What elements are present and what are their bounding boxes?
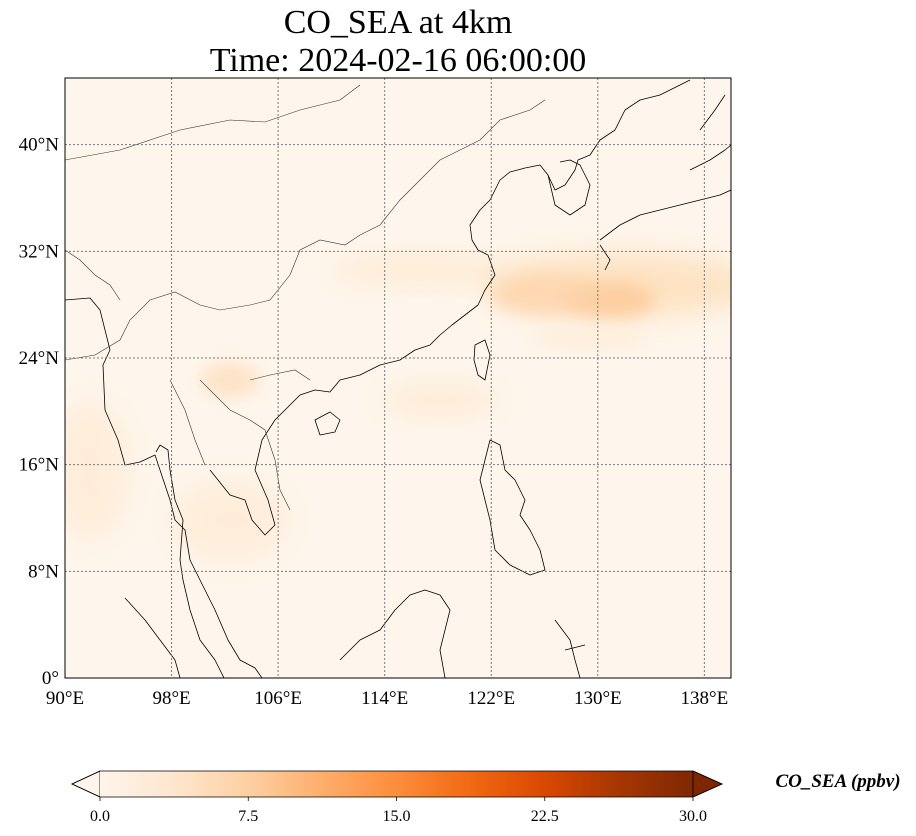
colorbar-tick-label: 0.0 xyxy=(90,808,110,825)
korea-coastline xyxy=(547,159,591,216)
longitude-tick-labels: 90°E 98°E 106°E 114°E 122°E 130°E 138°E xyxy=(46,688,728,709)
sulawesi-coastline xyxy=(554,619,586,678)
plume-indochina xyxy=(170,480,290,560)
coastlines xyxy=(65,79,731,678)
plume-yunnan xyxy=(200,362,260,398)
co-concentration-field xyxy=(65,253,731,560)
india-border xyxy=(65,249,121,301)
plume-north xyxy=(330,256,510,284)
colorbar-tick-label: 7.5 xyxy=(238,808,258,825)
gridlines xyxy=(65,78,731,678)
lon-tick-label: 90°E xyxy=(46,688,84,709)
colorbar: 0.0 7.5 15.0 22.5 30.0 CO_SEA (ppbv) xyxy=(71,770,901,825)
lon-tick-label: 106°E xyxy=(254,688,302,709)
hainan-coastline xyxy=(314,411,341,436)
map-title: CO_SEA at 4km xyxy=(283,4,513,41)
plume-south xyxy=(530,330,650,350)
philippines-coastline xyxy=(479,439,546,576)
taiwan-coastline xyxy=(473,339,491,381)
map-frame xyxy=(64,77,732,679)
colorbar-title: CO_SEA (ppbv) xyxy=(775,771,900,792)
lat-tick-label: 32°N xyxy=(19,241,60,262)
lon-tick-label: 130°E xyxy=(574,688,622,709)
indochina-borders xyxy=(169,369,311,511)
lon-tick-label: 98°E xyxy=(152,688,190,709)
colorbar-max-extend xyxy=(692,770,723,798)
colorbar-gradient xyxy=(100,771,693,797)
colorbar-tick-label: 22.5 xyxy=(531,808,559,825)
map-background xyxy=(65,78,731,678)
colorbar-ticks: 0.0 7.5 15.0 22.5 30.0 xyxy=(90,797,707,825)
plume-core-west xyxy=(490,275,600,315)
map-time-subtitle: Time: 2024-02-16 06:00:00 xyxy=(209,42,587,79)
lat-tick-label: 8°N xyxy=(28,561,59,582)
colorbar-tick-label: 15.0 xyxy=(383,808,411,825)
lon-tick-label: 138°E xyxy=(681,688,729,709)
plume-taiwan-strait xyxy=(380,386,500,414)
mongolia-border xyxy=(65,84,361,161)
sumatra-coastline xyxy=(124,597,181,678)
china-border xyxy=(65,99,546,361)
latitude-tick-labels: 0° 8°N 16°N 24°N 32°N 40°N xyxy=(19,135,60,689)
lat-tick-label: 16°N xyxy=(19,455,60,476)
borneo-coastline xyxy=(339,589,451,678)
japan-coastline xyxy=(599,94,731,271)
lat-tick-label: 0° xyxy=(42,668,59,689)
asia-mainland-coastline xyxy=(65,79,691,678)
lon-tick-label: 122°E xyxy=(467,688,515,709)
lon-tick-label: 114°E xyxy=(361,688,408,709)
colorbar-tick-label: 30.0 xyxy=(679,808,707,825)
lat-tick-label: 24°N xyxy=(19,348,60,369)
plume-bay-of-bengal xyxy=(65,400,130,540)
lat-tick-label: 40°N xyxy=(19,135,60,156)
country-borders xyxy=(65,84,546,511)
colorbar-min-extend xyxy=(71,770,101,798)
